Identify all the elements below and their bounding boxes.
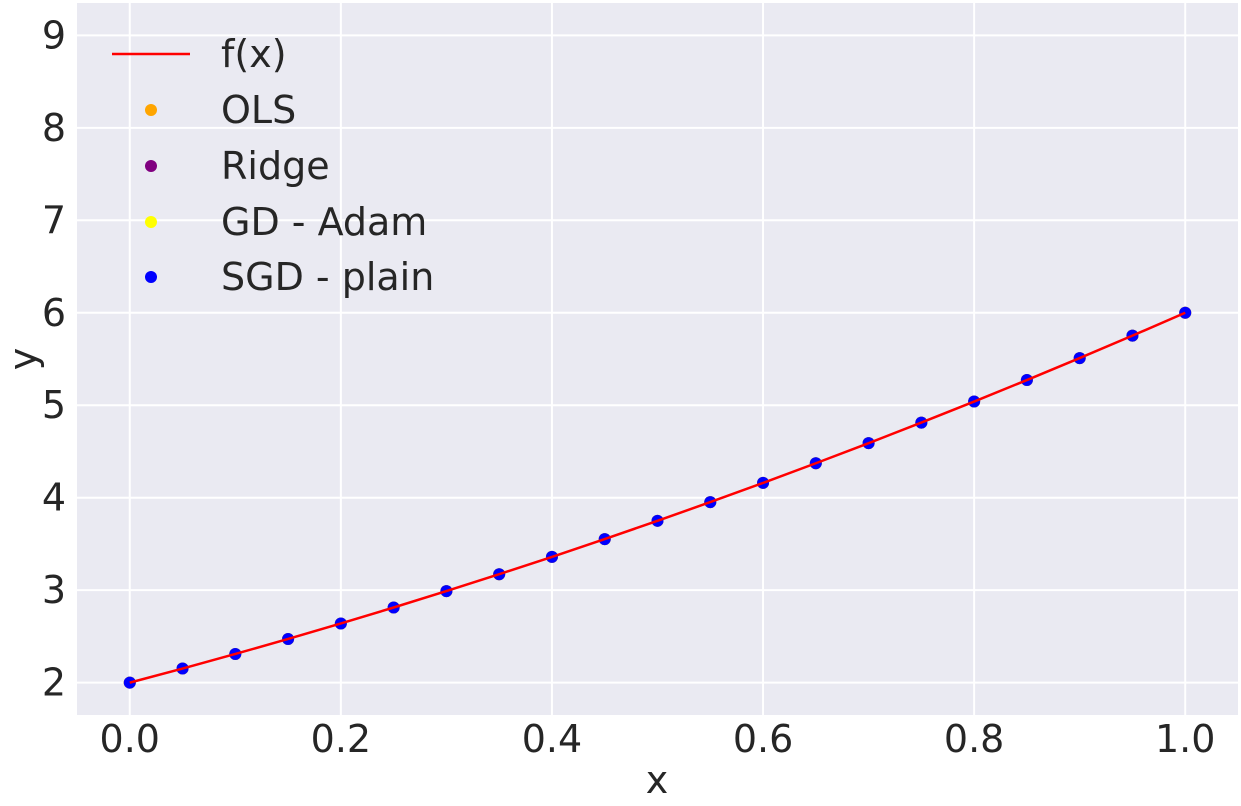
legend-label: GD - Adam [221,200,427,244]
y-tick-label: 3 [42,568,66,612]
plot-area [77,3,1238,715]
legend-label: SGD - plain [221,255,434,299]
legend-item-gd-adam: GD - Adam [145,200,427,244]
legend-label: Ridge [221,144,330,188]
series-layer [123,306,1192,689]
series-f-x- [129,311,1186,684]
y-tick-label: 6 [42,291,66,335]
legend-dot-marker [145,271,157,283]
legend: f(x) OLS Ridge GD - Adam SGD - plain [112,32,434,299]
y-tick-label: 4 [42,476,66,520]
x-tick-label: 0.0 [100,717,160,761]
legend-dot-marker [145,160,157,172]
legend-dot-marker [145,216,157,228]
legend-label: f(x) [221,32,287,76]
y-tick-label: 9 [42,13,66,57]
legend-label: OLS [221,88,296,132]
legend-item-f-x-: f(x) [112,32,287,76]
legend-item-ridge: Ridge [145,144,330,188]
x-tick-label: 0.4 [522,717,582,761]
grid [77,3,1238,715]
y-tick-label: 5 [42,383,66,427]
tick-labels: 0.0 0.2 0.4 0.6 0.8 1.0 2 3 4 5 6 7 8 9 [42,13,1216,761]
y-axis-label: y [1,348,45,371]
x-tick-label: 1.0 [1155,717,1215,761]
line-f-x [129,311,1186,684]
legend-item-sgd-plain: SGD - plain [145,255,434,299]
x-tick-label: 0.2 [311,717,371,761]
y-tick-label: 8 [42,106,66,150]
legend-item-ols: OLS [145,88,296,132]
y-tick-label: 2 [42,661,66,705]
y-tick-label: 7 [42,198,66,242]
x-tick-label: 0.8 [944,717,1004,761]
x-axis-label: x [646,758,669,802]
legend-dot-marker [145,104,157,116]
x-tick-label: 0.6 [733,717,793,761]
